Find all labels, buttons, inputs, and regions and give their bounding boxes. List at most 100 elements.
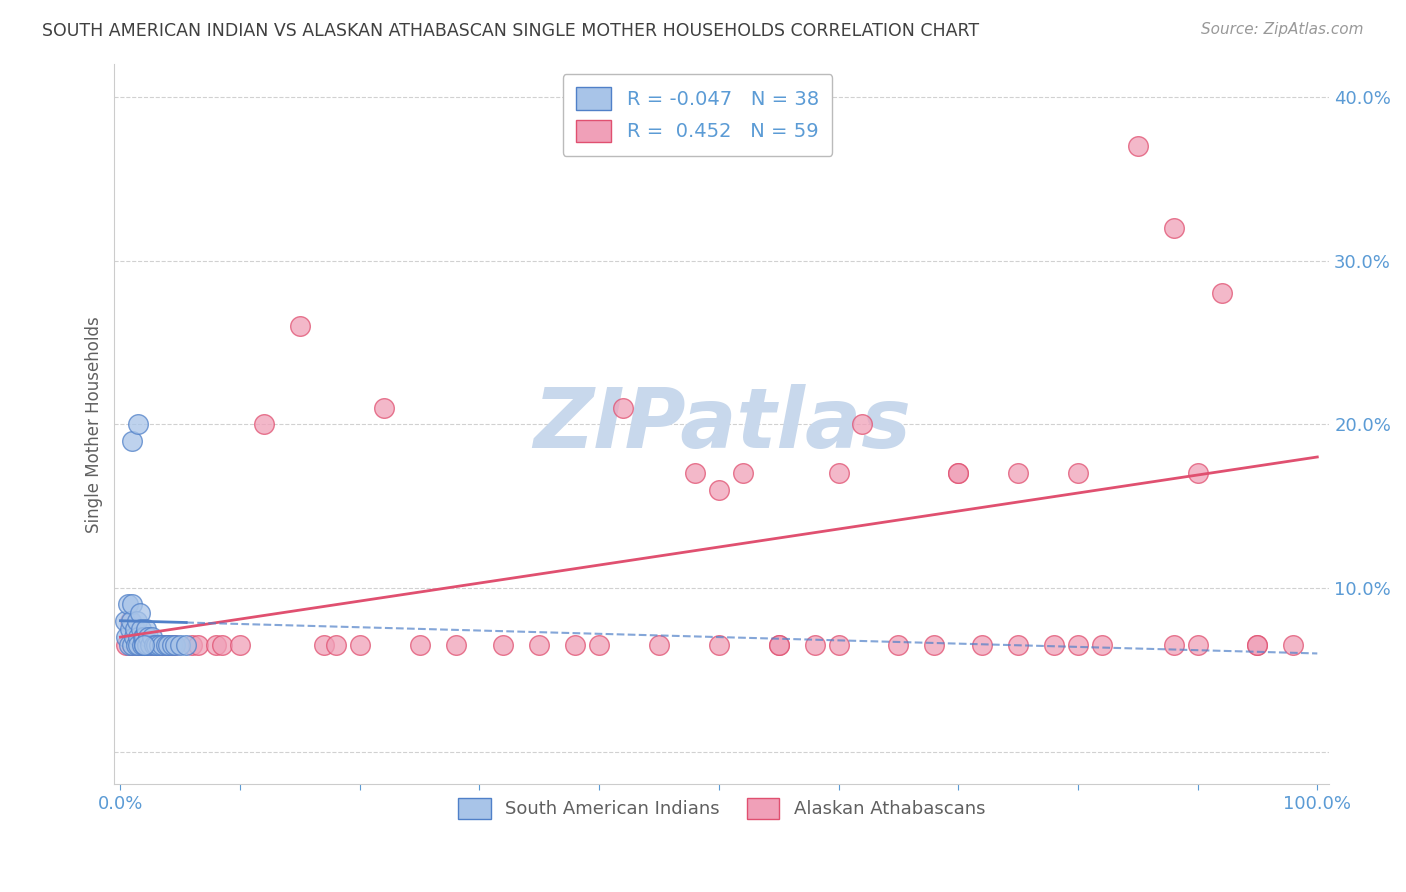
Point (492, 638, 515, 652)
Point (827, 638, 849, 652)
Point (169, 638, 191, 652)
Point (349, 638, 371, 652)
Y-axis label: Single Mother Households: Single Mother Households (86, 316, 103, 533)
Point (444, 638, 467, 652)
Point (157, 638, 180, 652)
Point (612, 401, 634, 415)
Point (564, 638, 586, 652)
Point (1067, 467, 1090, 481)
Point (114, 614, 136, 628)
Point (121, 638, 143, 652)
Point (145, 638, 167, 652)
Point (325, 638, 347, 652)
Point (163, 638, 186, 652)
Text: ZIPatlas: ZIPatlas (533, 384, 911, 465)
Point (115, 630, 138, 644)
Point (118, 614, 141, 628)
Point (118, 622, 141, 636)
Point (136, 630, 159, 644)
Point (1187, 638, 1209, 652)
Point (120, 614, 142, 628)
Point (1163, 638, 1185, 652)
Point (134, 638, 156, 652)
Point (924, 638, 946, 652)
Point (142, 638, 165, 652)
Point (253, 417, 276, 432)
Point (174, 638, 197, 652)
Point (1091, 638, 1114, 652)
Point (187, 638, 209, 652)
Point (408, 638, 430, 652)
Point (803, 638, 825, 652)
Point (827, 467, 849, 481)
Point (948, 467, 970, 481)
Point (122, 630, 145, 644)
Point (139, 638, 162, 652)
Point (121, 434, 143, 448)
Point (127, 614, 149, 628)
Point (139, 638, 162, 652)
Point (117, 598, 139, 612)
Point (373, 401, 395, 415)
Point (131, 638, 153, 652)
Point (134, 638, 156, 652)
Point (205, 638, 228, 652)
Point (1067, 638, 1090, 652)
Point (1187, 467, 1209, 481)
Point (181, 638, 204, 652)
Point (683, 467, 706, 481)
Point (972, 638, 994, 652)
Point (1043, 638, 1066, 652)
Point (118, 638, 141, 652)
Point (127, 630, 149, 644)
Point (768, 638, 790, 652)
Point (160, 638, 183, 652)
Point (1282, 638, 1305, 652)
Text: Source: ZipAtlas.com: Source: ZipAtlas.com (1201, 22, 1364, 37)
Point (124, 622, 146, 636)
Point (229, 638, 252, 652)
Point (529, 638, 551, 652)
Point (1126, 139, 1149, 153)
Point (148, 638, 170, 652)
Point (121, 598, 143, 612)
Point (165, 638, 187, 652)
Point (127, 638, 149, 652)
Point (128, 606, 150, 620)
Point (135, 638, 157, 652)
Point (731, 467, 754, 481)
Point (1007, 467, 1029, 481)
Point (157, 638, 180, 652)
Point (115, 638, 138, 652)
Point (648, 638, 671, 652)
Point (125, 638, 148, 652)
Point (312, 638, 335, 652)
Point (707, 638, 730, 652)
Point (127, 638, 149, 652)
Point (1246, 638, 1268, 652)
Point (707, 483, 730, 497)
Point (948, 467, 970, 481)
Point (141, 630, 163, 644)
Point (121, 638, 143, 652)
Point (1007, 638, 1029, 652)
Point (851, 417, 873, 432)
Point (1163, 220, 1185, 235)
Point (134, 630, 156, 644)
Point (129, 622, 152, 636)
Point (135, 622, 157, 636)
Point (588, 638, 610, 652)
Point (150, 638, 173, 652)
Point (155, 638, 177, 652)
Point (288, 318, 311, 333)
Text: SOUTH AMERICAN INDIAN VS ALASKAN ATHABASCAN SINGLE MOTHER HOUSEHOLDS CORRELATION: SOUTH AMERICAN INDIAN VS ALASKAN ATHABAS… (42, 22, 980, 40)
Point (887, 638, 910, 652)
Point (211, 638, 233, 652)
Point (1211, 286, 1233, 301)
Point (150, 638, 173, 652)
Point (145, 638, 167, 652)
Legend: South American Indians, Alaskan Athabascans: South American Indians, Alaskan Athabasc… (451, 790, 993, 826)
Point (768, 638, 790, 652)
Point (134, 638, 156, 652)
Point (132, 630, 155, 644)
